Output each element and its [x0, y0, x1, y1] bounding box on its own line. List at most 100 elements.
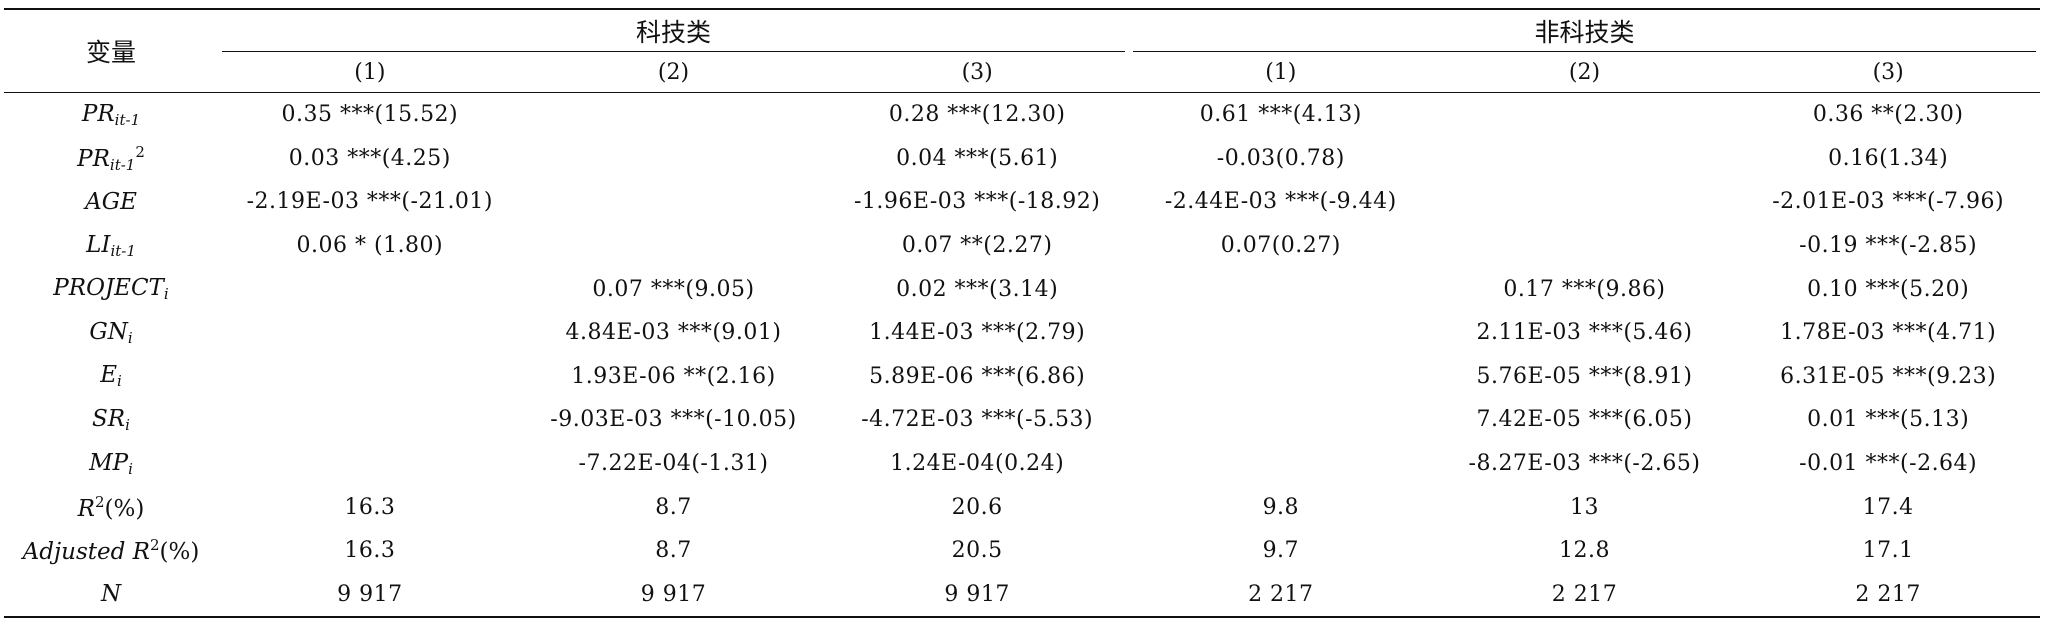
group-header-nontech: 非科技类 [1128, 8, 2040, 52]
table-cell: 0.03 ***(4.25) [288, 145, 451, 171]
table-cell: 1.78E-03 ***(4.71) [1780, 320, 1997, 346]
table-cell: -1.96E-03 ***(-18.92) [853, 189, 1101, 215]
table-cell: 16.3 [344, 538, 396, 564]
table-cell: 0.01 ***(5.13) [1807, 407, 1970, 433]
regression-table-container: 变量 科技类 非科技类 (1) (2) (3) (1) (2) (3) PRit… [4, 8, 2040, 619]
table-cell [1129, 398, 1433, 442]
table-cell [522, 93, 826, 137]
variable-superscript: 2 [149, 536, 160, 555]
table-cell [1129, 442, 1433, 486]
column-header: (1) [218, 52, 522, 93]
variable-subscript: it-1 [109, 155, 136, 174]
table-cell: 17.4 [1862, 494, 1914, 520]
table-cell: 1.44E-03 ***(2.79) [869, 320, 1086, 346]
variable-name: SR [92, 405, 126, 432]
table-cell [1433, 137, 1737, 181]
variable-name: AGE [85, 188, 137, 215]
variable-name: MP [89, 449, 129, 476]
table-cell: 2.11E-03 ***(5.46) [1476, 320, 1693, 346]
row-variable-label: Adjusted R2(%) [4, 529, 218, 573]
table-cell: -2.01E-03 ***(-7.96) [1772, 189, 2005, 215]
table-cell: -0.19 ***(-2.85) [1799, 233, 1978, 259]
table-row: AGE -2.19E-03 ***(-21.01) -1.96E-03 ***(-1… [4, 180, 2040, 224]
table-row: LIit-1 0.06 * (1.80) 0.07 **(2.27) 0.07(0.2… [4, 224, 2040, 268]
column-header: (2) [1432, 52, 1737, 93]
column-header: (3) [825, 52, 1129, 93]
table-cell [1129, 267, 1433, 311]
table-cell: -9.03E-03 ***(-10.05) [550, 407, 797, 433]
table-cell [1433, 224, 1737, 268]
variable-name: PR [81, 100, 115, 127]
table-cell: 13 [1569, 494, 1599, 520]
table-cell: 8.7 [655, 538, 692, 564]
variable-name: N [100, 581, 122, 608]
row-variable-label: SRi [4, 398, 218, 442]
table-cell: -0.03(0.78) [1216, 145, 1345, 171]
table-row: GNi 4.84E-03 ***(9.01) 1.44E-03 ***(2.79) 2… [4, 311, 2040, 355]
row-variable-label: AGE [4, 180, 218, 224]
table-cell: 5.76E-05 ***(8.91) [1476, 363, 1693, 389]
table-cell: 2 217 [1128, 572, 1433, 619]
table-cell: 0.17 ***(9.86) [1503, 276, 1666, 302]
table-cell: 0.35 ***(15.52) [281, 102, 459, 128]
table-cell: -0.01 ***(-2.64) [1799, 451, 1978, 477]
row-variable-label: R2(%) [4, 485, 218, 529]
table-cell: 2 217 [1432, 572, 1737, 619]
column-header: (3) [1736, 52, 2040, 93]
table-cell [218, 442, 522, 486]
table-cell: -8.27E-03 ***(-2.65) [1468, 451, 1701, 477]
table-row: PROJECTi 0.07 ***(9.05) 0.02 ***(3.14) 0.17… [4, 267, 2040, 311]
variable-superscript: 2 [94, 492, 105, 511]
table-cell [522, 224, 826, 268]
variable-unit: (%) [159, 539, 200, 566]
table-cell: 1.24E-04(0.24) [890, 451, 1065, 477]
table-cell: 0.36 **(2.30) [1812, 102, 1964, 128]
table-cell: 20.6 [951, 494, 1003, 520]
regression-table: 变量 科技类 非科技类 (1) (2) (3) (1) (2) (3) PRit… [4, 8, 2040, 619]
table-cell: 0.07(0.27) [1220, 233, 1341, 259]
table-cell: 0.07 **(2.27) [901, 233, 1053, 259]
row-variable-label: MPi [4, 442, 218, 486]
table-cell: 0.61 ***(4.13) [1199, 102, 1362, 128]
table-cell: 7.42E-05 ***(6.05) [1476, 407, 1693, 433]
variable-subscript: i [163, 285, 169, 304]
table-cell [218, 398, 522, 442]
table-cell: 0.02 ***(3.14) [896, 276, 1059, 302]
table-cell: 4.84E-03 ***(9.01) [565, 320, 782, 346]
column-header: (2) [521, 52, 826, 93]
variable-name: PR [77, 145, 110, 172]
table-cell [1433, 180, 1737, 224]
table-cell: -2.44E-03 ***(-9.44) [1164, 189, 1397, 215]
table-cell [522, 137, 826, 181]
table-cell: 0.16(1.34) [1828, 145, 1949, 171]
table-row: R2(%) 16.3 8.7 20.6 9.8 13 17.4 [4, 485, 2040, 529]
variable-name: R [77, 495, 95, 522]
row-variable-label: GNi [4, 311, 218, 355]
table-row: MPi -7.22E-04(-1.31) 1.24E-04(0.24) -8.27E-… [4, 442, 2040, 486]
variable-name: Adjusted R [22, 539, 150, 566]
group-header-tech: 科技类 [218, 8, 1129, 52]
table-cell: 0.06 * (1.80) [296, 233, 444, 259]
table-cell: 9 917 [521, 572, 826, 619]
variable-name: PROJECT [53, 275, 164, 302]
table-row: Adjusted R2(%) 16.3 8.7 20.5 9.7 12.8 17.1 [4, 529, 2040, 573]
variable-name: LI [86, 231, 111, 258]
table-cell: 1.93E-06 **(2.16) [571, 363, 776, 389]
variable-header: 变量 [4, 8, 218, 93]
table-row: PRit-1 0.35 ***(15.52) 0.28 ***(12.30) 0.61… [4, 93, 2040, 137]
table-cell: -4.72E-03 ***(-5.53) [861, 407, 1094, 433]
table-cell: 9 917 [218, 572, 522, 619]
table-cell: -7.22E-04(-1.31) [578, 451, 769, 477]
table-cell: -2.19E-03 ***(-21.01) [246, 189, 494, 215]
table-cell [218, 355, 522, 399]
row-variable-label: PRit-12 [4, 137, 218, 181]
table-row: PRit-12 0.03 ***(4.25) 0.04 ***(5.61) -0.03… [4, 137, 2040, 181]
table-body: PRit-1 0.35 ***(15.52) 0.28 ***(12.30) 0.61… [4, 93, 2040, 619]
variable-subscript: it-1 [114, 110, 141, 129]
table-row: SRi -9.03E-03 ***(-10.05) -4.72E-03 ***(-5… [4, 398, 2040, 442]
table-cell: 0.10 ***(5.20) [1807, 276, 1970, 302]
table-cell: 2 217 [1736, 572, 2040, 619]
table-cell: 0.04 ***(5.61) [896, 145, 1059, 171]
table-cell: 0.07 ***(9.05) [592, 276, 755, 302]
